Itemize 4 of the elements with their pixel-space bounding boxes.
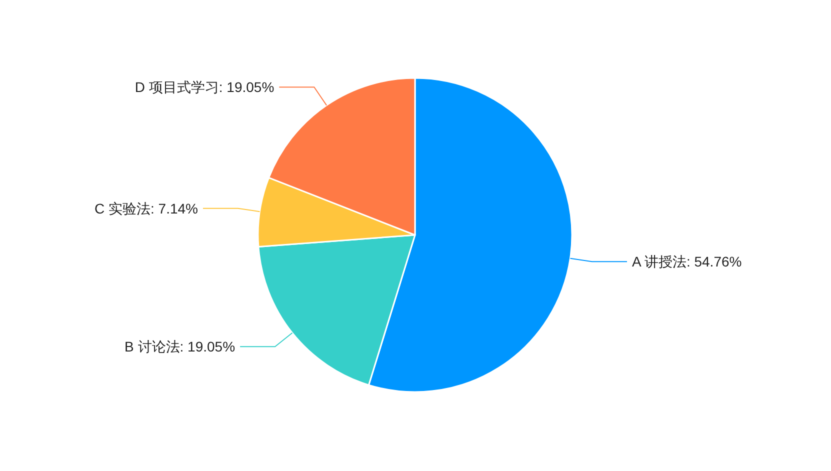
slice-label: B 讨论法: 19.05% (124, 338, 236, 355)
slice-label: A 讲授法: 54.76% (632, 254, 742, 270)
slice-label: C 实验法: 7.14% (94, 200, 198, 216)
slice-label: D 项目式学习: 19.05% (134, 79, 274, 96)
